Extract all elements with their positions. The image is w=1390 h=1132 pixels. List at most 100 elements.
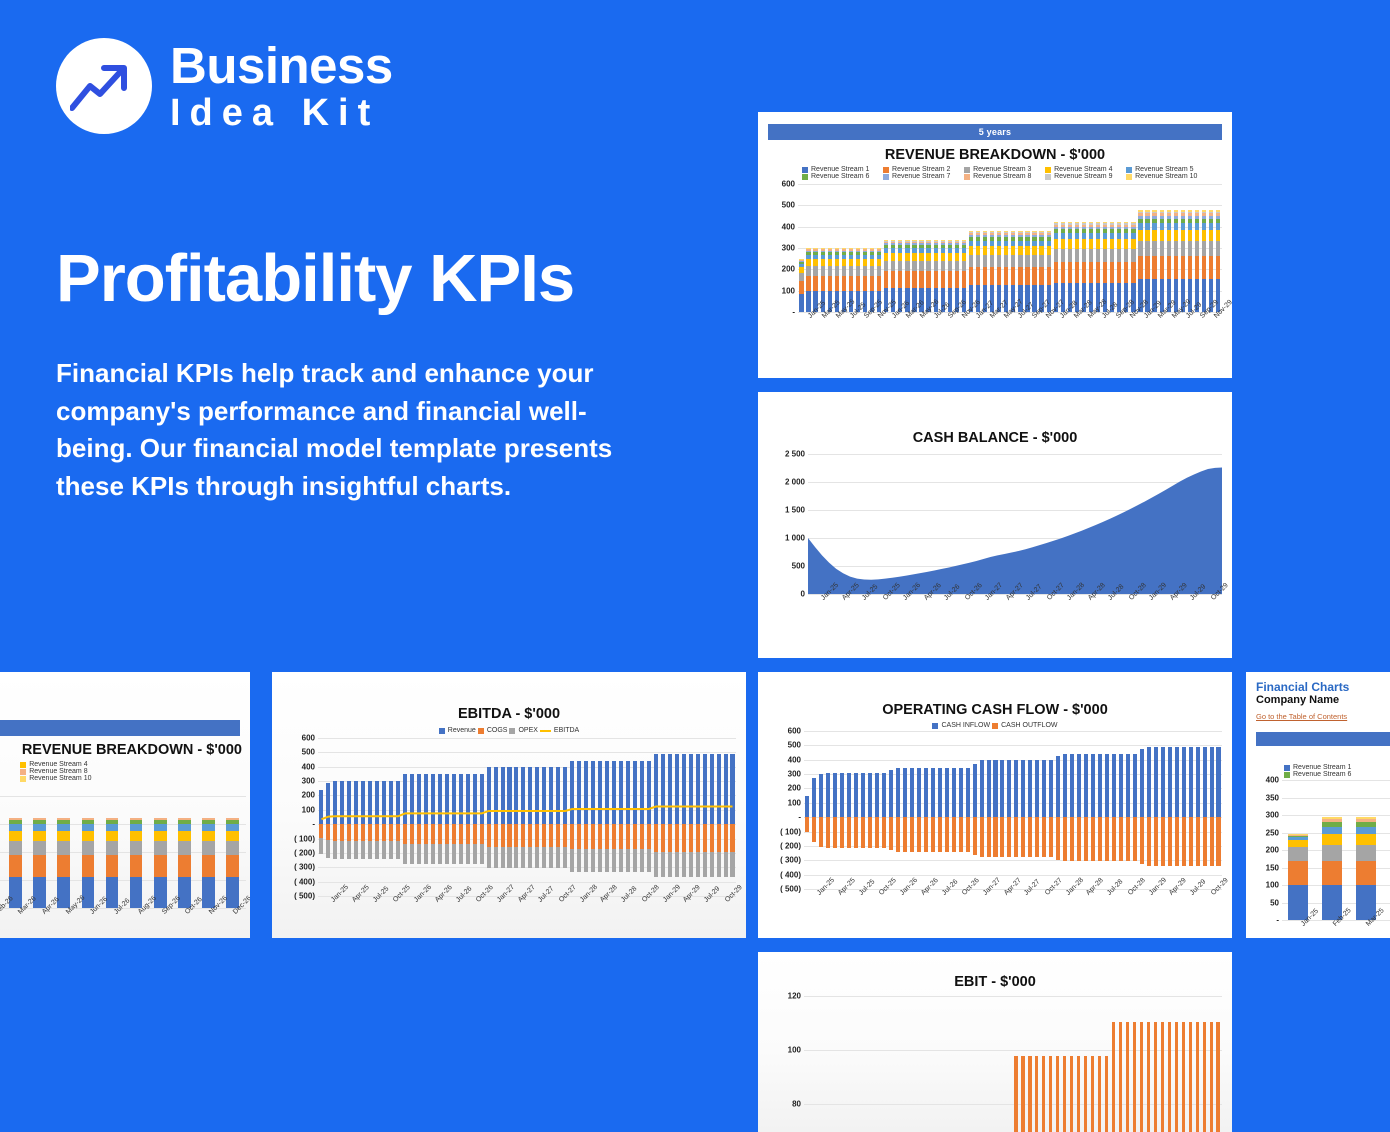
bar-segment — [626, 849, 630, 872]
bar-segment — [431, 824, 435, 844]
bar-segment — [619, 761, 623, 824]
bar-column — [1027, 996, 1034, 1104]
bar-column — [1090, 731, 1097, 889]
bar-segment — [842, 266, 846, 276]
y-tick-label: 300 — [302, 777, 315, 786]
bar-segment — [924, 817, 928, 852]
bar-segment — [1047, 235, 1051, 237]
bar-column — [618, 738, 625, 896]
bar-segment — [1216, 747, 1220, 818]
bar-segment — [528, 847, 532, 868]
bar-segment — [1174, 223, 1178, 230]
bar-segment — [1004, 241, 1008, 247]
bar-segment — [724, 852, 728, 877]
bar-segment — [863, 248, 867, 249]
table-of-contents-link[interactable]: Go to the Table of Contents — [1256, 712, 1347, 721]
bar-column — [520, 738, 527, 896]
bar-segment — [1138, 210, 1142, 211]
bar-segment — [941, 240, 945, 241]
bar-segment — [912, 261, 916, 272]
bar-segment — [1054, 249, 1058, 262]
bar-column — [812, 184, 819, 312]
legend-item: COGS — [478, 727, 508, 734]
bar-segment — [1138, 216, 1142, 219]
bar-segment — [178, 831, 191, 841]
bar-segment — [828, 248, 832, 249]
bar-column — [402, 738, 409, 896]
bar-segment — [570, 824, 574, 849]
bar-segment — [856, 248, 860, 249]
brand-line-2: Idea Kit — [170, 94, 393, 132]
bar-segment — [1047, 241, 1051, 247]
bar-column — [971, 996, 978, 1104]
bar-segment — [997, 241, 1001, 247]
bar-column — [943, 731, 950, 889]
bar-segment — [799, 260, 803, 261]
bar-column — [346, 738, 353, 896]
chart-title: EBITDA - $'000 — [272, 706, 746, 722]
bar-segment — [1089, 225, 1093, 227]
bar-column — [174, 796, 198, 908]
bar-segment — [654, 754, 658, 825]
bar-segment — [480, 824, 484, 844]
bar-segment — [1209, 241, 1213, 256]
bar-segment — [1068, 227, 1072, 230]
bar-segment — [1004, 255, 1008, 267]
bar-segment — [1096, 233, 1100, 239]
bars-layer — [1282, 780, 1390, 920]
bar-segment — [417, 774, 421, 824]
legend-label: Revenue Stream 8 — [973, 173, 1031, 180]
bar-column — [960, 184, 967, 312]
legend-swatch — [932, 723, 938, 729]
bar-column — [367, 738, 374, 896]
bar-segment — [821, 251, 825, 253]
bar-segment — [948, 240, 952, 241]
y-tick-label: 400 — [788, 755, 801, 764]
legend-item: Revenue Stream 9 — [1045, 173, 1124, 180]
bar-segment — [1131, 225, 1135, 227]
bar-column — [1083, 996, 1090, 1104]
bar-segment — [1068, 229, 1072, 233]
bar-segment — [1018, 246, 1022, 255]
bar-segment — [661, 754, 665, 825]
bar-segment — [806, 291, 810, 312]
bar-segment — [1288, 835, 1308, 836]
bar-segment — [1145, 219, 1149, 224]
bar-segment — [1124, 222, 1128, 223]
bar-segment — [813, 259, 817, 266]
bar-segment — [1110, 262, 1114, 282]
bar-segment — [835, 251, 839, 253]
bar-segment — [668, 754, 672, 825]
y-tick-label: 600 — [302, 734, 315, 743]
bar-segment — [1322, 845, 1342, 861]
bar-segment — [1216, 223, 1220, 230]
bar-segment — [813, 248, 817, 249]
bar-column — [339, 738, 346, 896]
bar-segment — [689, 754, 693, 825]
bar-segment — [1039, 233, 1043, 235]
bar-segment — [856, 276, 860, 291]
bar-segment — [1025, 246, 1029, 255]
bar-segment — [1103, 223, 1107, 224]
bar-column — [943, 996, 950, 1104]
legend-swatch — [1045, 174, 1051, 180]
bar-segment — [828, 249, 832, 250]
bar-segment — [1061, 249, 1065, 262]
bar-segment — [1202, 213, 1206, 215]
bar-segment — [821, 276, 825, 291]
bar-segment — [919, 261, 923, 272]
bar-segment — [934, 242, 938, 243]
bar-column — [909, 996, 916, 1104]
bar-segment — [1039, 232, 1043, 233]
bar-column — [1145, 996, 1152, 1104]
growth-arrow-icon — [56, 38, 152, 134]
bar-segment — [703, 824, 707, 852]
bar-column — [450, 738, 457, 896]
legend-swatch — [964, 167, 970, 173]
bar-segment — [959, 817, 963, 852]
bar-segment — [1089, 227, 1093, 230]
bar-segment — [1068, 262, 1072, 282]
bar-segment — [445, 824, 449, 844]
bar-segment — [389, 781, 393, 824]
